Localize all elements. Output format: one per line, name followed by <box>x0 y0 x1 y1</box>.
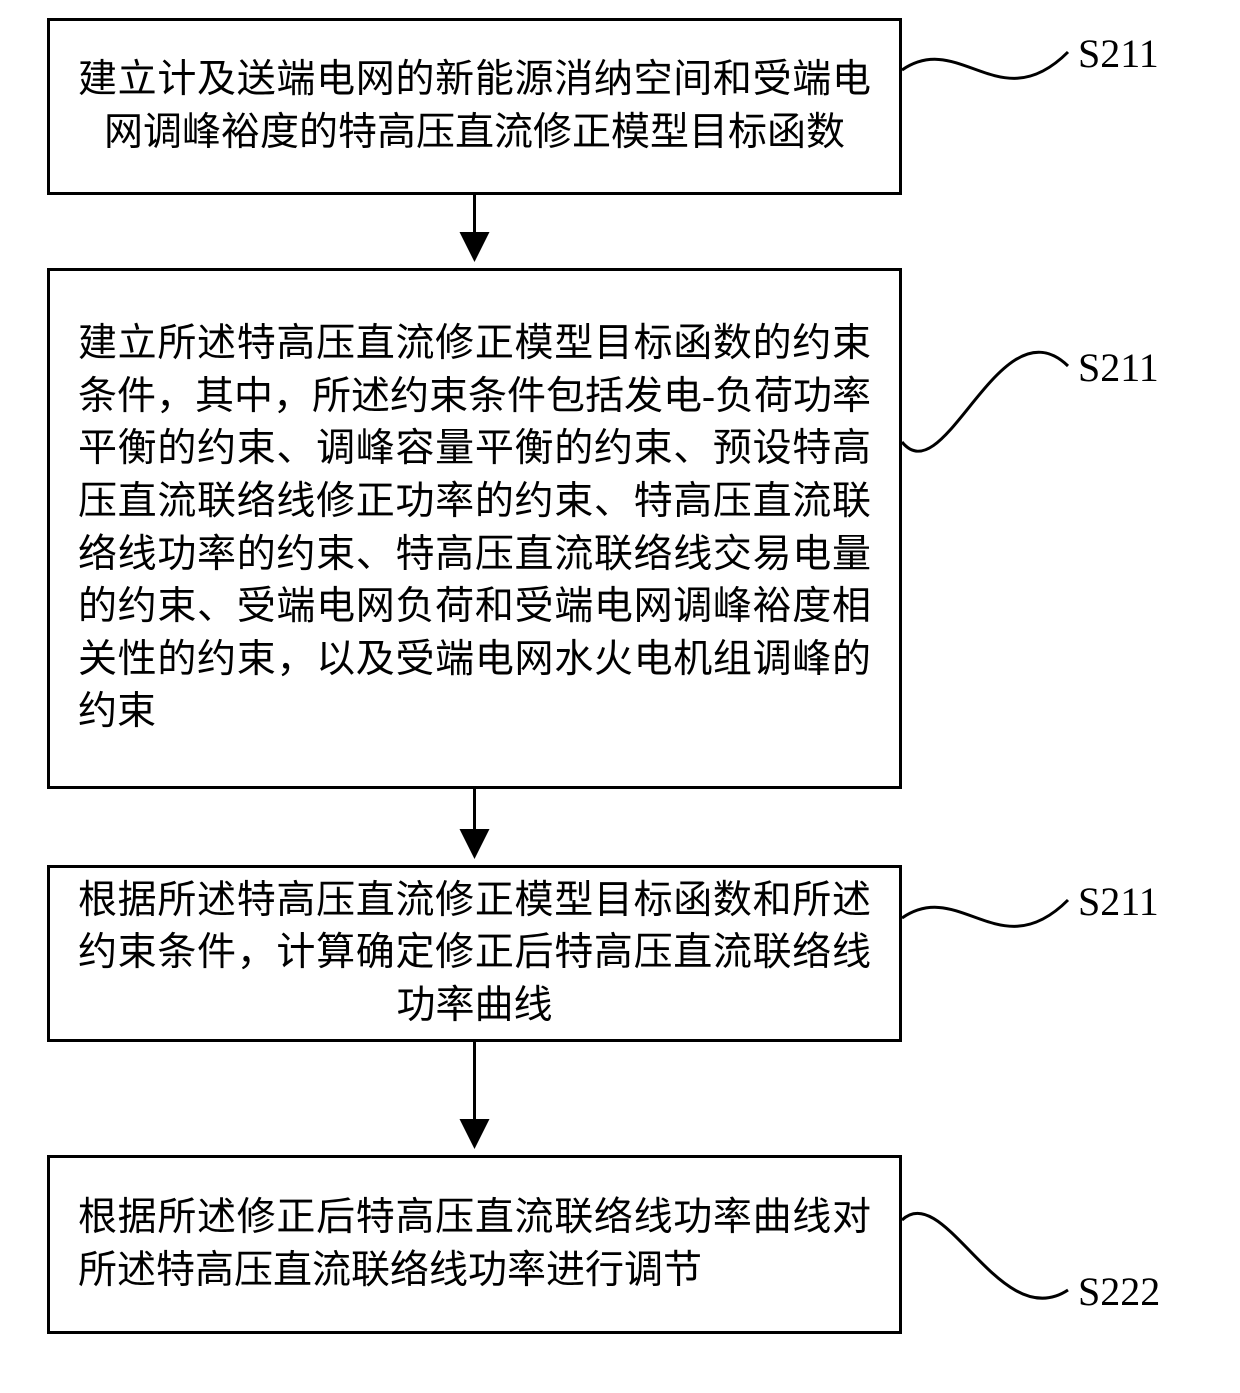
label-connector <box>902 1213 1068 1298</box>
node-text: 建立所述特高压直流修正模型目标函数的约束条件，其中，所述约束条件包括发电-负荷功… <box>78 318 871 739</box>
label-connector <box>902 52 1068 78</box>
step-label: S211 <box>1078 344 1159 391</box>
node-text: 建立计及送端电网的新能源消纳空间和受端电网调峰裕度的特高压直流修正模型目标函数 <box>78 54 871 159</box>
step-label: S211 <box>1078 878 1159 925</box>
label-connector <box>902 900 1068 926</box>
step-label: S211 <box>1078 30 1159 77</box>
step-label: S222 <box>1078 1268 1160 1315</box>
flowchart-node: 建立计及送端电网的新能源消纳空间和受端电网调峰裕度的特高压直流修正模型目标函数 <box>47 18 902 195</box>
flowchart-node: 根据所述修正后特高压直流联络线功率曲线对所述特高压直流联络线功率进行调节 <box>47 1155 902 1334</box>
node-text: 根据所述特高压直流修正模型目标函数和所述约束条件，计算确定修正后特高压直流联络线… <box>78 875 871 1033</box>
node-text: 根据所述修正后特高压直流联络线功率曲线对所述特高压直流联络线功率进行调节 <box>78 1192 871 1297</box>
flowchart-node: 建立所述特高压直流修正模型目标函数的约束条件，其中，所述约束条件包括发电-负荷功… <box>47 268 902 789</box>
flowchart-canvas: 建立计及送端电网的新能源消纳空间和受端电网调峰裕度的特高压直流修正模型目标函数建… <box>0 0 1240 1393</box>
flowchart-node: 根据所述特高压直流修正模型目标函数和所述约束条件，计算确定修正后特高压直流联络线… <box>47 865 902 1042</box>
label-connector <box>902 352 1068 451</box>
